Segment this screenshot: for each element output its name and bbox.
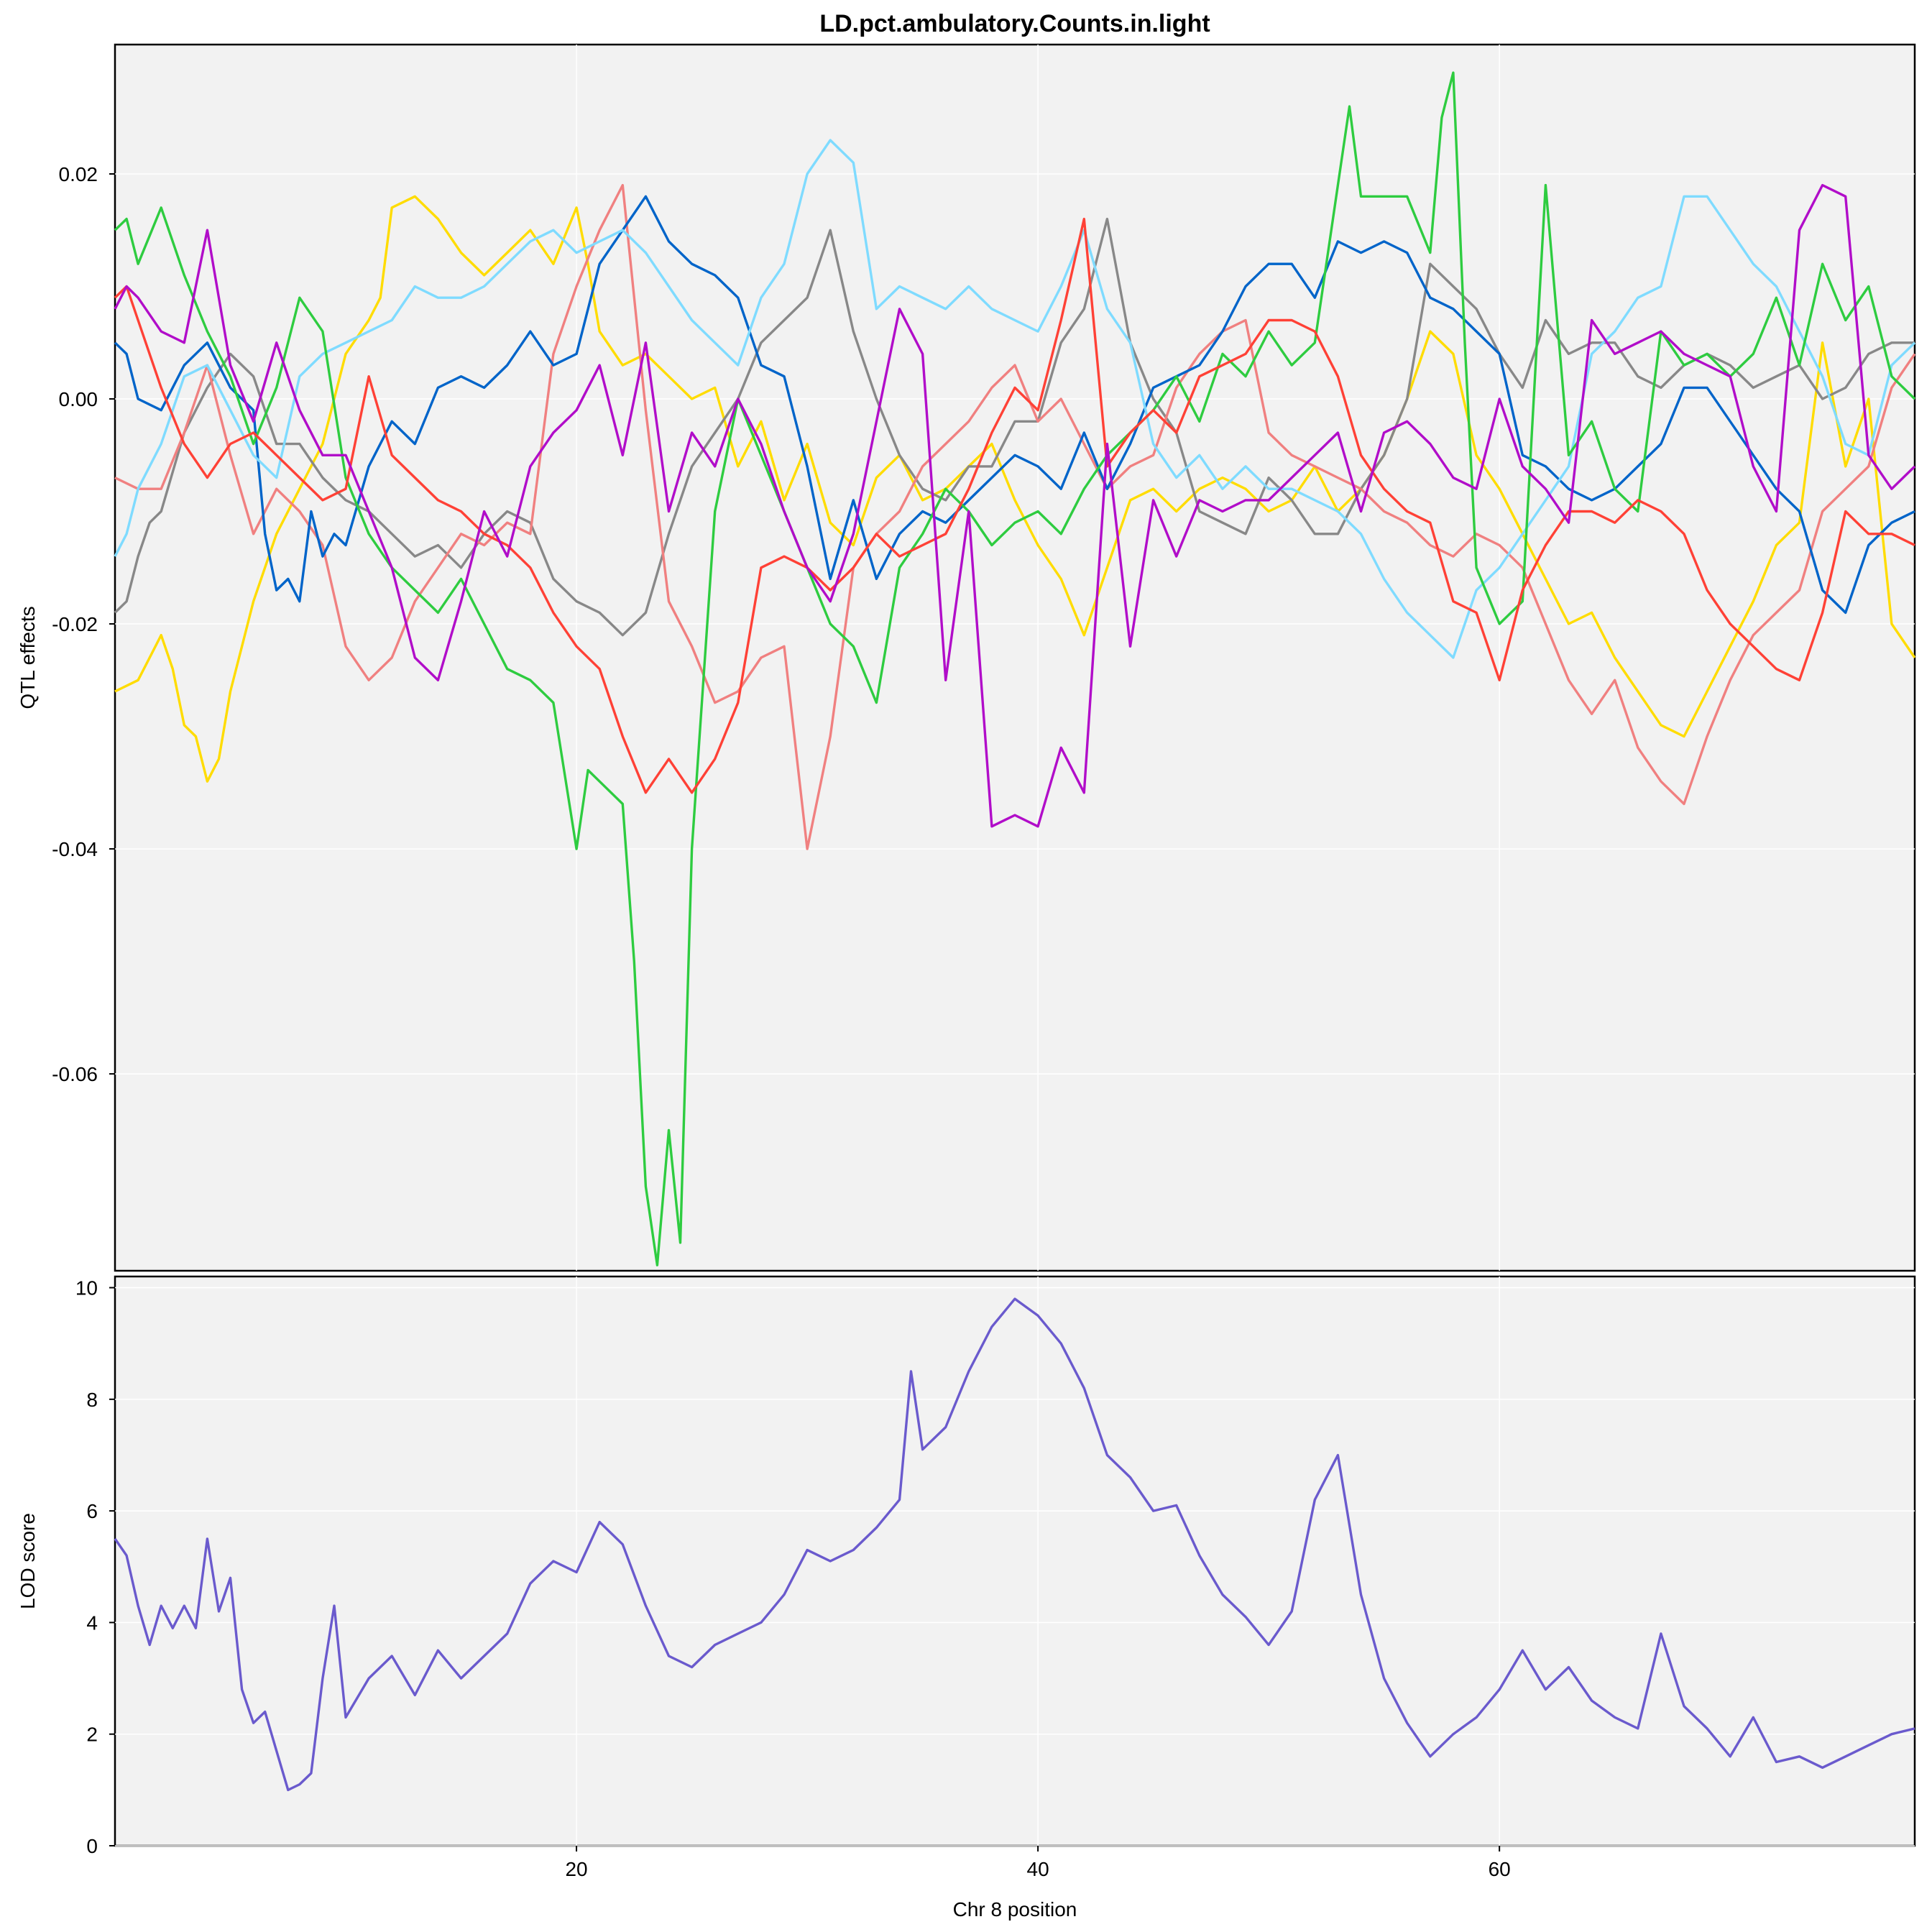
lod-gridlines [115, 1276, 1915, 1846]
x-tick-label: 60 [1489, 1858, 1511, 1880]
lod-y-axis-label: LOD score [17, 1513, 39, 1609]
effects-series-line-4 [114, 139, 1916, 659]
lod-y-tick-label: 0 [86, 1835, 98, 1857]
effects-gridlines [115, 45, 1915, 1271]
effects-y-tick-label: 0.02 [59, 163, 98, 185]
x-axis-label: Chr 8 position [953, 1898, 1077, 1920]
x-tick-label: 20 [565, 1858, 587, 1880]
effects-y-tick-label: -0.02 [52, 613, 98, 635]
effects-y-tick-label: 0.00 [59, 388, 98, 410]
lod-y-tick-label: 8 [86, 1389, 98, 1411]
effects-series-line-6 [114, 217, 1915, 794]
x-tick-label: 40 [1027, 1858, 1049, 1880]
effects-y-axis-label: QTL effects [17, 606, 39, 709]
lod-series-line-0 [114, 1297, 1915, 1792]
lod-y-tick-label: 6 [86, 1500, 98, 1522]
chart-title: LD.pct.ambulatory.Counts.in.light [819, 10, 1210, 37]
effects-series-line-2 [114, 183, 1916, 850]
x-axis: 20 40 60 [565, 1846, 1511, 1880]
effects-series-line-7 [114, 183, 1916, 828]
effects-y-axis: 0.02 0.00 -0.02 -0.04 -0.06 [52, 163, 115, 1085]
lod-y-tick-label: 4 [86, 1611, 98, 1634]
effects-panel-background [114, 43, 1916, 1272]
effects-series [114, 71, 1916, 1266]
lod-panel-background [114, 1275, 1916, 1847]
effects-y-tick-label: -0.04 [52, 838, 98, 860]
effects-panel: 0.02 0.00 -0.02 -0.04 -0.06 QTL effects [17, 43, 1916, 1272]
lod-y-tick-label: 10 [75, 1277, 98, 1300]
effects-series-line-5 [114, 71, 1916, 1266]
lod-y-axis: 10 8 6 4 2 0 [75, 1277, 115, 1857]
effects-y-tick-label: -0.06 [52, 1063, 98, 1085]
lod-y-tick-label: 2 [86, 1724, 98, 1746]
lod-series [114, 1297, 1915, 1792]
